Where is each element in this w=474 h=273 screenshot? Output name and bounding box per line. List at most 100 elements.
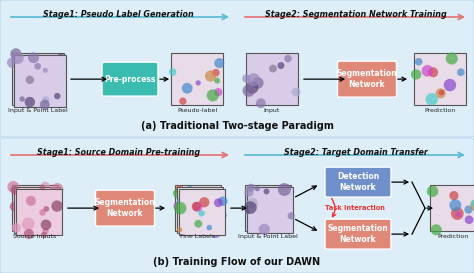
Circle shape [411,69,421,80]
Circle shape [43,216,53,226]
Circle shape [26,76,34,84]
Circle shape [41,219,51,230]
Circle shape [270,218,283,230]
Circle shape [265,221,278,234]
Circle shape [175,185,184,194]
FancyBboxPatch shape [325,219,391,249]
Circle shape [214,88,222,96]
Circle shape [205,189,218,203]
FancyBboxPatch shape [337,61,396,97]
Circle shape [27,85,38,97]
Text: Detection
Network: Detection Network [337,172,379,192]
Circle shape [22,67,29,75]
Circle shape [451,207,464,220]
Circle shape [54,93,61,99]
Circle shape [43,68,48,73]
Circle shape [244,201,257,214]
Circle shape [41,232,47,238]
Circle shape [269,65,277,73]
Text: Pseudo-label: Pseudo-label [177,108,217,113]
Circle shape [214,78,220,84]
Circle shape [471,200,474,207]
Circle shape [47,212,53,218]
FancyBboxPatch shape [177,187,223,233]
Circle shape [183,227,189,233]
FancyBboxPatch shape [0,0,474,137]
Circle shape [40,100,50,110]
Circle shape [210,226,222,238]
Circle shape [285,189,291,194]
FancyBboxPatch shape [171,53,223,105]
Circle shape [48,97,56,105]
Circle shape [277,62,284,69]
Circle shape [252,77,264,89]
Circle shape [41,182,50,191]
Circle shape [245,188,254,197]
FancyBboxPatch shape [247,187,293,233]
Circle shape [23,201,28,207]
Circle shape [214,200,224,210]
Circle shape [465,215,474,224]
Circle shape [34,89,47,102]
Circle shape [201,224,206,229]
Circle shape [259,224,270,235]
Circle shape [183,211,194,221]
FancyBboxPatch shape [16,189,62,235]
Circle shape [243,85,255,97]
Text: Segmentation
Network: Segmentation Network [328,224,388,244]
Text: Source Inputs: Source Inputs [13,234,56,239]
Circle shape [246,81,258,94]
Circle shape [214,58,224,68]
Circle shape [428,67,438,77]
Circle shape [14,92,19,98]
FancyBboxPatch shape [14,187,60,233]
Circle shape [255,186,260,191]
Circle shape [245,209,250,214]
Text: Prediction: Prediction [438,234,469,239]
Circle shape [190,194,198,201]
Text: (b) Training Flow of our DAWN: (b) Training Flow of our DAWN [154,257,320,267]
FancyBboxPatch shape [179,189,225,235]
Circle shape [46,198,56,209]
Circle shape [11,223,21,232]
Circle shape [44,206,49,212]
Circle shape [196,80,201,85]
Circle shape [9,202,19,211]
Circle shape [7,57,18,68]
Circle shape [207,192,214,200]
Text: Stage2: Segmentation Network Training: Stage2: Segmentation Network Training [264,10,447,19]
Circle shape [10,186,19,195]
Circle shape [51,200,63,212]
Text: Prediction: Prediction [424,108,456,113]
FancyBboxPatch shape [414,53,466,105]
Circle shape [247,184,255,192]
Circle shape [284,193,294,203]
FancyBboxPatch shape [12,185,58,231]
Circle shape [449,199,461,211]
FancyBboxPatch shape [14,55,66,107]
Circle shape [284,55,292,62]
FancyBboxPatch shape [0,138,474,273]
Circle shape [438,90,445,96]
Text: Input & Point Label: Input & Point Label [238,234,298,239]
Text: Stage1: Pseudo Label Generation: Stage1: Pseudo Label Generation [43,10,194,19]
Circle shape [446,52,458,64]
Circle shape [465,205,473,214]
Text: (a) Traditional Two-stage Paradigm: (a) Traditional Two-stage Paradigm [141,121,333,131]
Circle shape [449,191,458,200]
Circle shape [436,88,446,99]
FancyBboxPatch shape [102,62,158,96]
Text: Task Interaction: Task Interaction [325,205,385,211]
Circle shape [182,83,192,94]
Circle shape [19,96,25,102]
Circle shape [284,186,293,194]
Circle shape [270,195,278,203]
Circle shape [199,197,210,207]
Circle shape [51,183,64,195]
Circle shape [415,58,422,66]
Circle shape [179,97,187,105]
Circle shape [218,197,228,206]
Circle shape [207,225,212,230]
FancyBboxPatch shape [175,185,221,231]
Circle shape [7,181,19,193]
